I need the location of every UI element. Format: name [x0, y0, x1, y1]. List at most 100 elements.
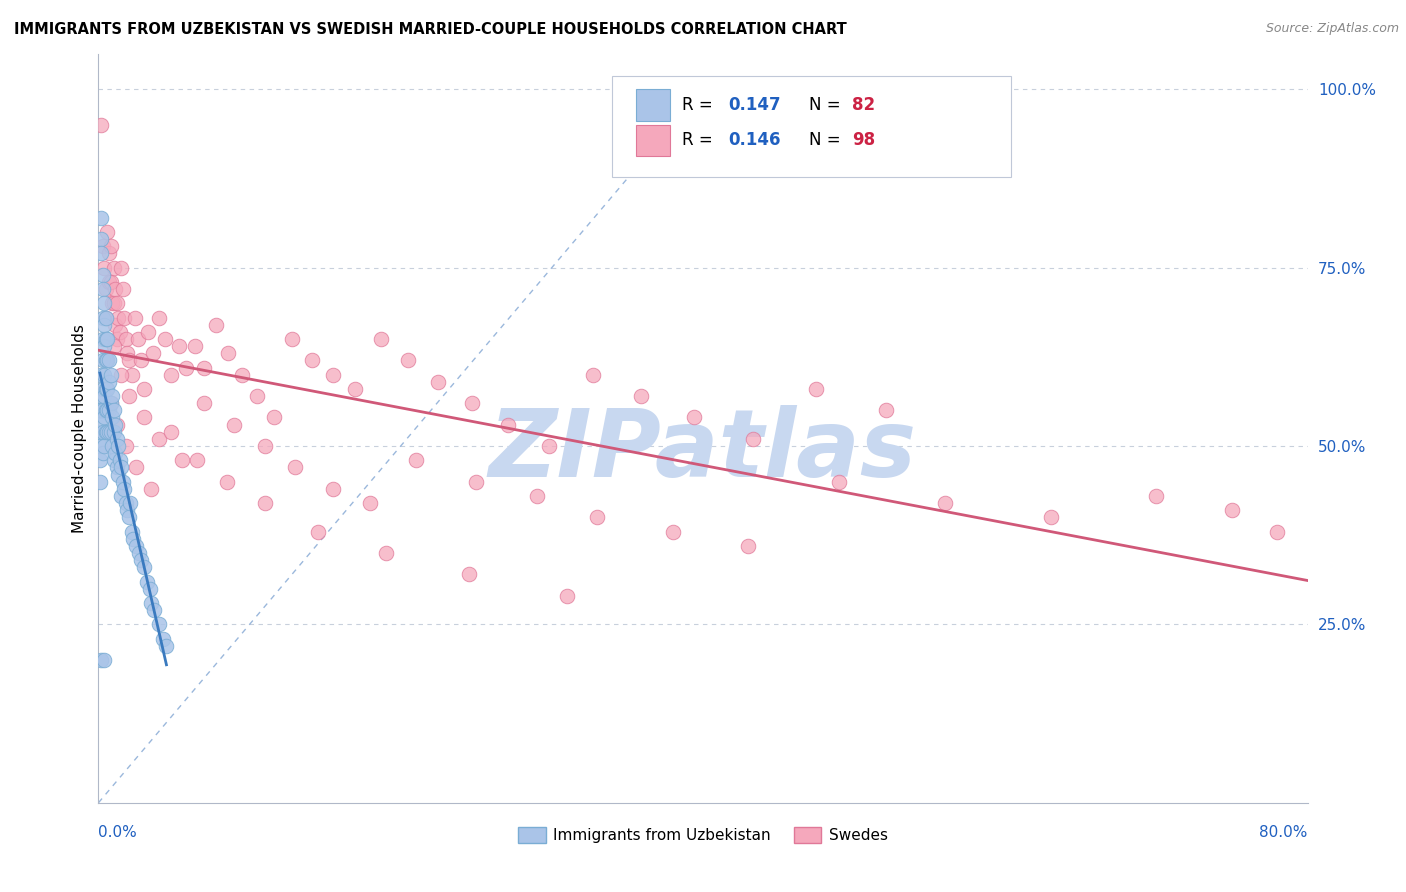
Point — [107, 467, 129, 482]
Point — [344, 382, 367, 396]
Point — [101, 389, 124, 403]
Point — [110, 489, 132, 503]
Point — [934, 496, 956, 510]
Point — [160, 368, 183, 382]
Point — [90, 653, 112, 667]
Point — [143, 603, 166, 617]
Point — [142, 346, 165, 360]
Point — [107, 310, 129, 325]
Point — [94, 353, 117, 368]
Point — [582, 368, 605, 382]
Point — [224, 417, 246, 432]
Point — [1220, 503, 1243, 517]
Point — [405, 453, 427, 467]
Point — [94, 310, 117, 325]
Point — [98, 425, 121, 439]
Point — [301, 353, 323, 368]
Point — [100, 396, 122, 410]
FancyBboxPatch shape — [613, 76, 1011, 178]
Point — [89, 403, 111, 417]
Point — [103, 453, 125, 467]
Point — [174, 360, 197, 375]
Point — [96, 403, 118, 417]
Point — [741, 432, 763, 446]
Point — [93, 410, 115, 425]
Point — [160, 425, 183, 439]
Point — [1039, 510, 1062, 524]
Point — [91, 239, 114, 253]
Point — [231, 368, 253, 382]
Point — [93, 389, 115, 403]
Text: 80.0%: 80.0% — [1260, 824, 1308, 839]
Point — [90, 232, 112, 246]
Point — [93, 260, 115, 275]
Text: 0.0%: 0.0% — [98, 824, 138, 839]
Point — [281, 332, 304, 346]
Point — [112, 482, 135, 496]
Point — [89, 453, 111, 467]
Point — [457, 567, 479, 582]
Point — [120, 496, 142, 510]
Point — [96, 382, 118, 396]
Point — [148, 432, 170, 446]
Point — [105, 332, 128, 346]
Point — [101, 439, 124, 453]
Point — [875, 403, 897, 417]
Point — [1267, 524, 1289, 539]
Point — [129, 353, 152, 368]
Point — [100, 239, 122, 253]
Point — [461, 396, 484, 410]
Point — [370, 332, 392, 346]
Point — [93, 296, 115, 310]
Point — [103, 296, 125, 310]
Point — [586, 510, 609, 524]
Text: N =: N = — [810, 131, 846, 150]
Text: ZIPatlas: ZIPatlas — [489, 405, 917, 497]
Legend: Immigrants from Uzbekistan, Swedes: Immigrants from Uzbekistan, Swedes — [512, 821, 894, 849]
Point — [90, 368, 112, 382]
Point — [139, 582, 162, 596]
Point — [91, 332, 114, 346]
Point — [111, 475, 134, 489]
Text: R =: R = — [682, 96, 718, 114]
Point — [148, 617, 170, 632]
Point — [115, 346, 138, 360]
Point — [1144, 489, 1167, 503]
Point — [100, 396, 122, 410]
Point — [96, 425, 118, 439]
Point — [98, 275, 121, 289]
Point — [170, 453, 193, 467]
Point — [91, 446, 114, 460]
Point — [263, 410, 285, 425]
Point — [100, 368, 122, 382]
Text: IMMIGRANTS FROM UZBEKISTAN VS SWEDISH MARRIED-COUPLE HOUSEHOLDS CORRELATION CHAR: IMMIGRANTS FROM UZBEKISTAN VS SWEDISH MA… — [14, 22, 846, 37]
Point — [90, 118, 112, 132]
Point — [98, 425, 121, 439]
Point — [148, 310, 170, 325]
Point — [94, 282, 117, 296]
Point — [132, 410, 155, 425]
Point — [193, 396, 215, 410]
Text: 82: 82 — [852, 96, 875, 114]
Point — [125, 539, 148, 553]
Point — [94, 310, 117, 325]
Point — [98, 375, 121, 389]
Point — [124, 310, 146, 325]
Point — [167, 339, 190, 353]
Point — [496, 417, 519, 432]
Point — [537, 439, 560, 453]
Point — [93, 339, 115, 353]
Point — [90, 389, 112, 403]
Y-axis label: Married-couple Households: Married-couple Households — [72, 324, 87, 533]
Point — [155, 639, 177, 653]
FancyBboxPatch shape — [637, 89, 671, 121]
Point — [828, 475, 851, 489]
Point — [127, 332, 149, 346]
Point — [103, 403, 125, 417]
Point — [184, 339, 207, 353]
Point — [98, 353, 121, 368]
Point — [89, 425, 111, 439]
Point — [101, 296, 124, 310]
Point — [91, 282, 114, 296]
Text: 0.147: 0.147 — [728, 96, 780, 114]
